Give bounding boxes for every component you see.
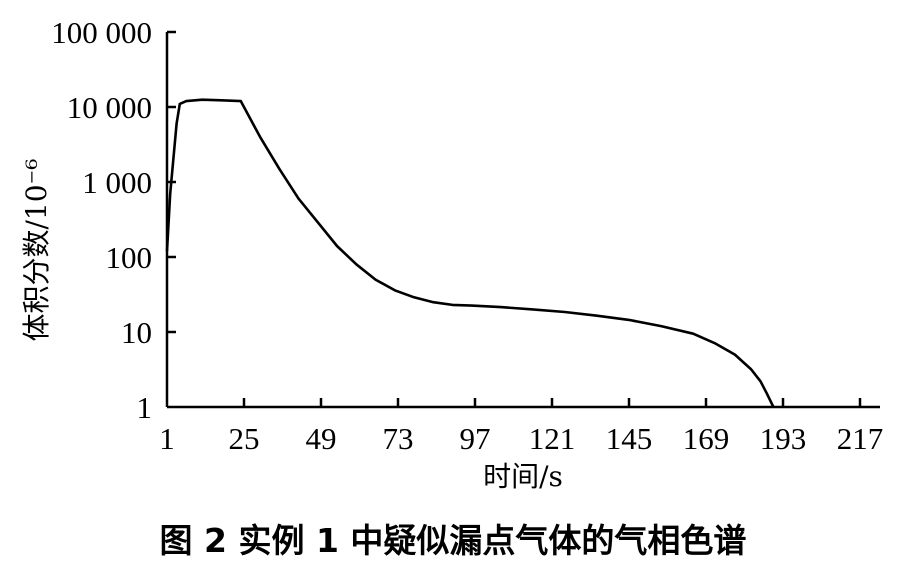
figure-caption: 图 2 实例 1 中疑似漏点气体的气相色谱 [160, 521, 747, 560]
y-axis-title: 体积分数/10⁻⁶ [20, 158, 53, 341]
x-tick-label: 97 [460, 421, 491, 456]
x-tick-label: 49 [306, 421, 337, 456]
y-tick-label: 10 000 [67, 90, 152, 125]
y-tick-labels: 1 10 100 1 000 10 000 100 000 [51, 15, 152, 425]
y-tick-label: 1 [137, 390, 153, 425]
x-tick-label: 169 [683, 421, 730, 456]
x-tick-label: 25 [229, 421, 260, 456]
x-tick-label: 193 [760, 421, 807, 456]
y-tick-label: 10 [121, 315, 152, 350]
x-ticks [242, 398, 862, 407]
y-tick-label: 1 000 [82, 165, 152, 200]
x-tick-labels: 1 25 49 73 97 121 145 169 193 217 [159, 421, 883, 456]
x-tick-label: 73 [383, 421, 414, 456]
x-tick-label: 121 [529, 421, 576, 456]
x-tick-label: 217 [837, 421, 884, 456]
x-axis-title: 时间/s [483, 460, 563, 493]
x-tick-label: 1 [159, 421, 175, 456]
x-tick-label: 145 [606, 421, 653, 456]
series-line [165, 98, 775, 408]
y-tick-label: 100 [106, 240, 153, 275]
y-tick-label: 100 000 [51, 15, 152, 50]
